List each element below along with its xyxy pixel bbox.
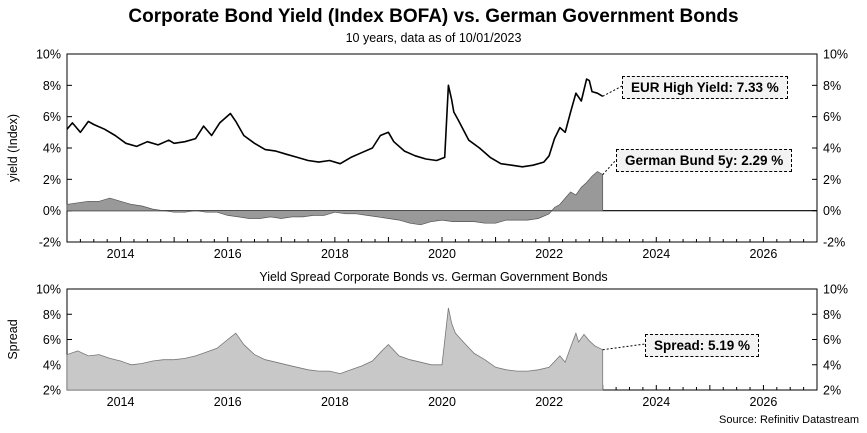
yield-chart-y-tick-label: 8% xyxy=(43,79,61,93)
yield-chart-y-tick-label-right: 10% xyxy=(823,48,848,62)
spread-chart-y-tick-label-right: 6% xyxy=(823,333,841,347)
yield-chart-y-tick-label-right: 0% xyxy=(823,204,841,218)
yield-chart-x-tick-label: 2022 xyxy=(535,247,563,261)
german-bund-area xyxy=(66,171,604,226)
spread-chart-x-tick-label: 2016 xyxy=(214,395,242,409)
yield-chart-x-tick-label: 2024 xyxy=(642,247,670,261)
yield-chart-y-tick-label: -2% xyxy=(39,236,61,250)
yield-chart-y-tick-label: 4% xyxy=(43,142,61,156)
eur-high-yield-line xyxy=(66,78,604,168)
spread-callout: Spread: 5.19 % xyxy=(645,334,760,357)
chart-title: Corporate Bond Yield (Index BOFA) vs. Ge… xyxy=(128,6,739,27)
yield-chart-y-tick-label-right: 8% xyxy=(823,79,841,93)
spread-chart-x-tick-label: 2022 xyxy=(535,395,563,409)
spread-chart-x-tick-label: 2018 xyxy=(321,395,349,409)
eur-high-yield-callout: EUR High Yield: 7.33 % xyxy=(622,76,788,99)
spread-chart-y-tick-label-right: 4% xyxy=(823,358,841,372)
yield-chart-x-tick-label: 2026 xyxy=(750,247,778,261)
spread-chart-y-tick-label-right: 10% xyxy=(823,283,848,297)
chart-subtitle: 10 years, data as of 10/01/2023 xyxy=(345,31,522,45)
yield-chart-y-tick-label: 6% xyxy=(43,110,61,124)
yield-chart-x-tick-label: 2018 xyxy=(321,247,349,261)
source-note: Source: Refinitiv Datastream xyxy=(719,414,859,426)
spread-connector xyxy=(602,343,646,351)
yield-chart-y-axis-label: yield (Index) xyxy=(6,114,20,182)
spread-chart-x-tick-label: 2026 xyxy=(750,395,778,409)
spread-chart-x-tick-label: 2014 xyxy=(107,395,135,409)
yield-chart-x-tick-label: 2020 xyxy=(428,247,456,261)
yield-chart-y-tick-label: 0% xyxy=(43,204,61,218)
yield-chart-x-tick-label: 2014 xyxy=(107,247,135,261)
spread-chart-y-tick-label: 2% xyxy=(43,384,61,398)
spread-chart-y-axis-label: Spread xyxy=(6,319,20,359)
yield-chart-y-tick-label-right: 4% xyxy=(823,142,841,156)
yield-chart-y-tick-label: 10% xyxy=(36,48,61,62)
spread-chart-y-tick-label: 8% xyxy=(43,308,61,322)
spread-chart-y-tick-label: 4% xyxy=(43,358,61,372)
spread-chart-y-tick-label-right: 2% xyxy=(823,384,841,398)
yield-chart-y-tick-label: 2% xyxy=(43,173,61,187)
spread-chart-y-tick-label-right: 8% xyxy=(823,308,841,322)
spread-chart-title: Yield Spread Corporate Bonds vs. German … xyxy=(259,270,608,284)
yield-chart-y-tick-label-right: -2% xyxy=(823,236,845,250)
spread-area xyxy=(66,307,604,391)
spread-chart-x-tick-label: 2024 xyxy=(642,395,670,409)
german-bund-connector xyxy=(602,159,617,175)
yield-chart-y-tick-label-right: 6% xyxy=(823,110,841,124)
spread-chart-y-tick-label: 6% xyxy=(43,333,61,347)
yield-chart-y-tick-label-right: 2% xyxy=(823,173,841,187)
yield-chart-x-tick-label: 2016 xyxy=(214,247,242,261)
german-bund-callout: German Bund 5y: 2.29 % xyxy=(616,149,793,172)
spread-chart-x-tick-label: 2020 xyxy=(428,395,456,409)
spread-chart-y-tick-label: 10% xyxy=(36,283,61,297)
